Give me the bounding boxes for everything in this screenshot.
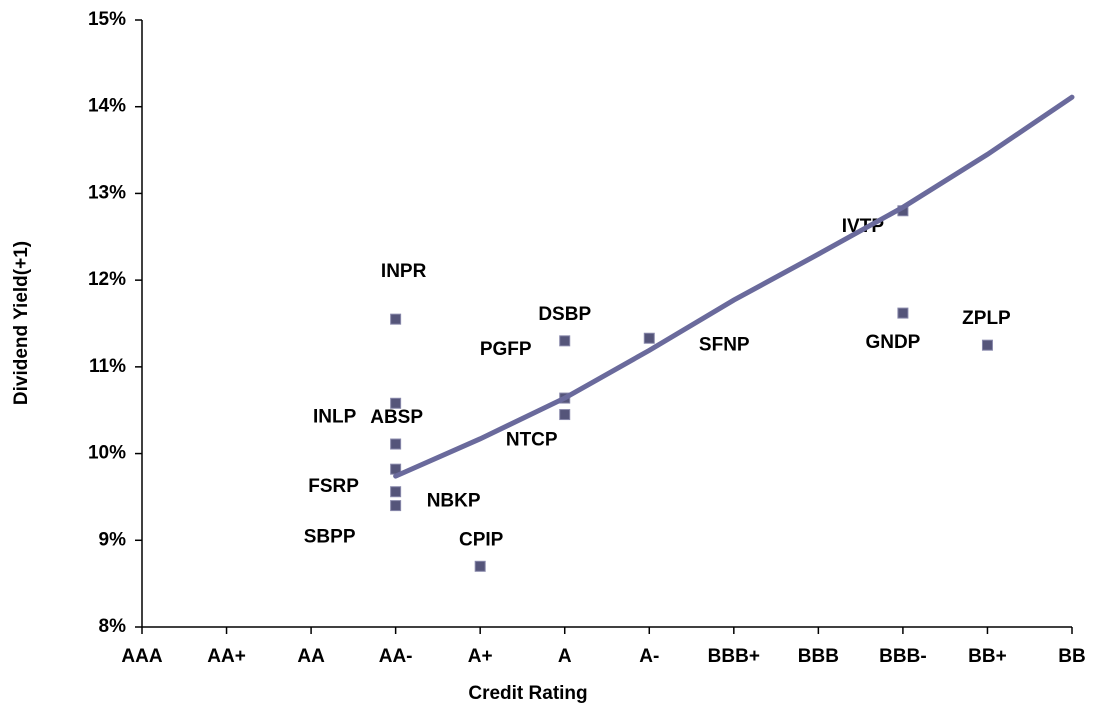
y-tick-label: 15%	[88, 9, 126, 30]
point-label: ABSP	[370, 407, 423, 428]
point-label: ZPLP	[962, 308, 1011, 329]
point-label: GNDP	[865, 332, 920, 353]
point-label: SFNP	[699, 334, 750, 355]
x-tick-label: BB+	[968, 646, 1007, 667]
x-tick-label: BBB-	[879, 646, 927, 667]
point-label: NTCP	[506, 430, 558, 451]
point	[559, 335, 571, 347]
point	[474, 560, 486, 572]
x-tick-label: AA+	[207, 646, 246, 667]
trend-line	[393, 94, 1075, 479]
point	[390, 486, 402, 498]
x-tick-label: BBB	[798, 646, 839, 667]
point-label: INLP	[313, 406, 357, 427]
x-tick-label: AA-	[379, 646, 413, 667]
point	[897, 307, 909, 319]
x-axis-title: Credit Rating	[468, 683, 587, 704]
point	[981, 339, 993, 351]
y-axis-title: Dividend Yield(+1)	[11, 241, 32, 405]
point-label: PGFP	[480, 339, 532, 360]
x-tick-label: BB	[1058, 646, 1085, 667]
y-tick-label: 12%	[88, 269, 126, 290]
point-label: INPR	[381, 261, 427, 282]
point-label: FSRP	[308, 476, 359, 497]
point	[390, 313, 402, 325]
x-tick-label: BBB+	[708, 646, 760, 667]
x-tick-label: AAA	[121, 646, 162, 667]
y-tick-label: 14%	[88, 96, 126, 117]
point	[390, 397, 402, 409]
y-tick-label: 8%	[99, 616, 127, 637]
point-label: SBPP	[304, 527, 356, 548]
point	[643, 332, 655, 344]
point	[559, 409, 571, 421]
y-tick-label: 11%	[89, 356, 126, 377]
point-label: DSBP	[538, 304, 591, 325]
point-label: NBKP	[427, 491, 481, 512]
y-tick-label: 10%	[88, 443, 126, 464]
y-tick-label: 13%	[88, 182, 126, 203]
point	[390, 500, 402, 512]
x-tick-label: A	[558, 646, 572, 667]
point-label: CPIP	[459, 529, 504, 550]
x-tick-label: AA	[297, 646, 325, 667]
y-tick-label: 9%	[99, 529, 127, 550]
point	[390, 438, 402, 450]
x-tick-label: A-	[639, 646, 659, 667]
x-tick-label: A+	[468, 646, 493, 667]
